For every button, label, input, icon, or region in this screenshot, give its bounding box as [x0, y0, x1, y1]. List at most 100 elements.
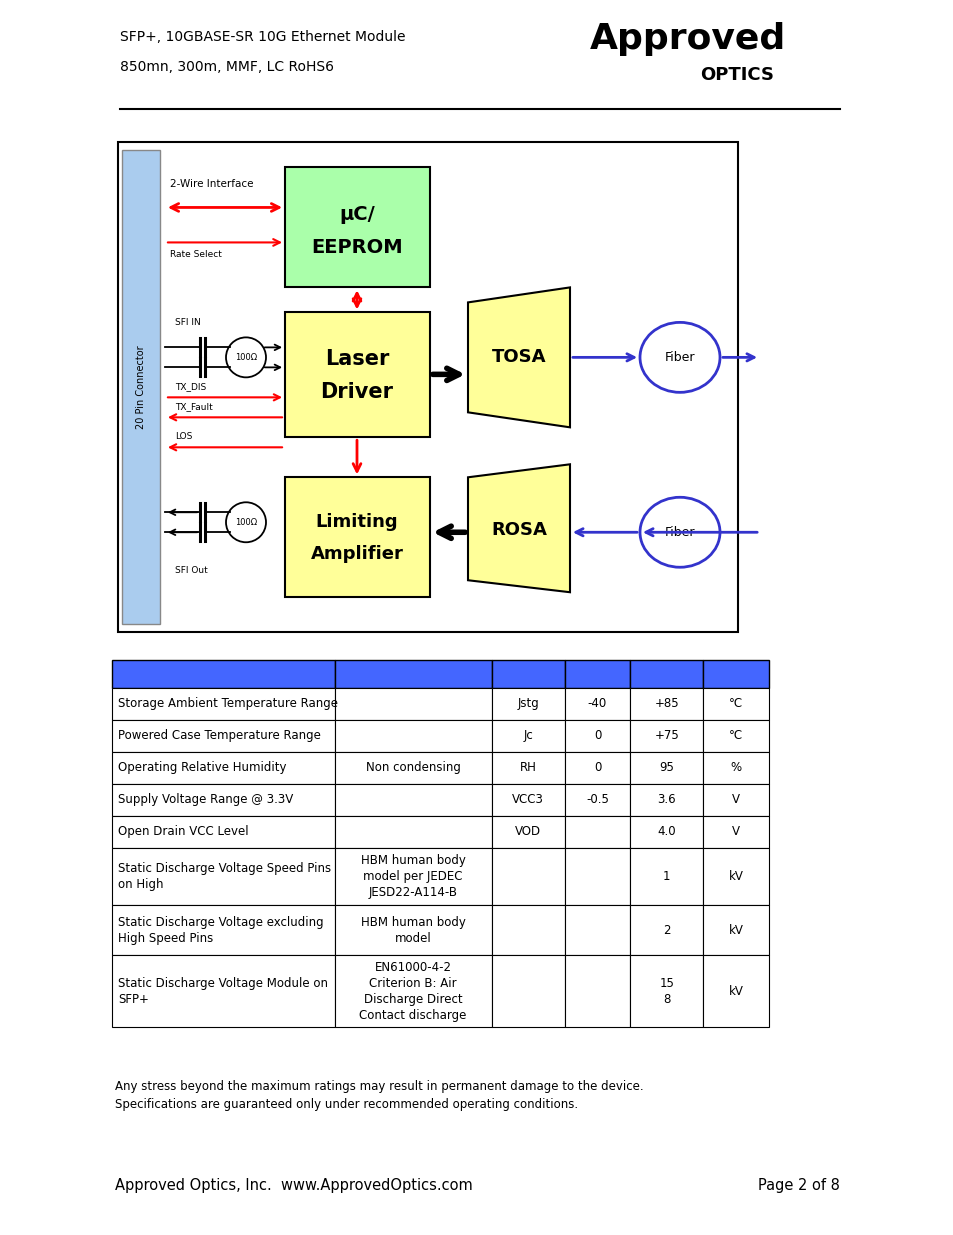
Text: Driver: Driver — [320, 383, 393, 403]
FancyBboxPatch shape — [112, 720, 335, 752]
FancyBboxPatch shape — [335, 783, 491, 815]
FancyBboxPatch shape — [564, 956, 630, 1028]
Text: Open Drain VCC Level: Open Drain VCC Level — [118, 825, 249, 839]
Text: Operating Relative Humidity: Operating Relative Humidity — [118, 761, 286, 774]
FancyBboxPatch shape — [491, 752, 564, 783]
Text: EEPROM: EEPROM — [311, 238, 402, 257]
FancyBboxPatch shape — [564, 688, 630, 720]
FancyBboxPatch shape — [335, 956, 491, 1028]
FancyBboxPatch shape — [630, 847, 702, 905]
FancyBboxPatch shape — [285, 312, 430, 437]
FancyBboxPatch shape — [335, 752, 491, 783]
FancyBboxPatch shape — [335, 720, 491, 752]
FancyBboxPatch shape — [702, 956, 768, 1028]
FancyBboxPatch shape — [112, 815, 335, 847]
FancyBboxPatch shape — [335, 688, 491, 720]
Text: Jstg: Jstg — [517, 697, 538, 710]
FancyBboxPatch shape — [491, 847, 564, 905]
Text: °C: °C — [728, 729, 742, 742]
Circle shape — [226, 503, 266, 542]
Text: Fiber: Fiber — [664, 351, 695, 364]
Text: 1: 1 — [662, 869, 670, 883]
Text: TX_DIS: TX_DIS — [174, 382, 206, 390]
Text: LOS: LOS — [174, 432, 193, 441]
FancyBboxPatch shape — [491, 783, 564, 815]
FancyBboxPatch shape — [630, 752, 702, 783]
Text: 15
8: 15 8 — [659, 977, 674, 1007]
Text: HBM human body
model per JEDEC
JESD22-A114-B: HBM human body model per JEDEC JESD22-A1… — [360, 853, 465, 899]
Text: OPTICS: OPTICS — [700, 67, 773, 84]
Text: SFI IN: SFI IN — [174, 317, 200, 327]
Text: Page 2 of 8: Page 2 of 8 — [758, 1178, 840, 1193]
Text: 3.6: 3.6 — [657, 793, 676, 806]
FancyBboxPatch shape — [630, 783, 702, 815]
Text: kV: kV — [728, 869, 742, 883]
Text: TX_Fault: TX_Fault — [174, 401, 213, 411]
Text: %: % — [730, 761, 740, 774]
Text: 0: 0 — [593, 729, 600, 742]
FancyBboxPatch shape — [702, 688, 768, 720]
Text: °C: °C — [728, 697, 742, 710]
FancyBboxPatch shape — [285, 477, 430, 598]
FancyBboxPatch shape — [702, 905, 768, 956]
Text: 100Ω: 100Ω — [234, 353, 256, 362]
FancyBboxPatch shape — [491, 720, 564, 752]
FancyBboxPatch shape — [564, 752, 630, 783]
Text: HBM human body
model: HBM human body model — [360, 916, 465, 945]
Text: VCC3: VCC3 — [512, 793, 543, 806]
Text: RH: RH — [519, 761, 536, 774]
FancyBboxPatch shape — [630, 815, 702, 847]
FancyBboxPatch shape — [702, 783, 768, 815]
Text: 100Ω: 100Ω — [234, 517, 256, 527]
Text: 2-Wire Interface: 2-Wire Interface — [170, 179, 253, 189]
FancyBboxPatch shape — [564, 720, 630, 752]
Text: 20 Pin Connector: 20 Pin Connector — [136, 346, 146, 429]
FancyBboxPatch shape — [112, 752, 335, 783]
FancyBboxPatch shape — [112, 905, 335, 956]
FancyBboxPatch shape — [564, 905, 630, 956]
Text: ROSA: ROSA — [491, 521, 546, 540]
Polygon shape — [468, 288, 569, 427]
Text: 2: 2 — [662, 924, 670, 937]
Text: +85: +85 — [654, 697, 679, 710]
Text: Static Discharge Voltage Module on
SFP+: Static Discharge Voltage Module on SFP+ — [118, 977, 328, 1007]
FancyBboxPatch shape — [630, 688, 702, 720]
FancyBboxPatch shape — [335, 905, 491, 956]
Text: Storage Ambient Temperature Range: Storage Ambient Temperature Range — [118, 697, 337, 710]
Text: Limiting: Limiting — [315, 514, 398, 531]
FancyBboxPatch shape — [335, 847, 491, 905]
Text: kV: kV — [728, 986, 742, 998]
FancyBboxPatch shape — [564, 847, 630, 905]
Text: Any stress beyond the maximum ratings may result in permanent damage to the devi: Any stress beyond the maximum ratings ma… — [115, 1081, 643, 1112]
FancyBboxPatch shape — [112, 688, 335, 720]
Ellipse shape — [639, 322, 720, 393]
FancyBboxPatch shape — [702, 847, 768, 905]
Text: 850mn, 300m, MMF, LC RoHS6: 850mn, 300m, MMF, LC RoHS6 — [120, 61, 334, 74]
FancyBboxPatch shape — [630, 720, 702, 752]
FancyBboxPatch shape — [630, 905, 702, 956]
Text: Fiber: Fiber — [664, 526, 695, 538]
FancyBboxPatch shape — [285, 168, 430, 288]
Circle shape — [226, 337, 266, 378]
FancyBboxPatch shape — [630, 659, 702, 688]
FancyBboxPatch shape — [112, 783, 335, 815]
FancyBboxPatch shape — [491, 956, 564, 1028]
Text: 4.0: 4.0 — [657, 825, 676, 839]
FancyBboxPatch shape — [335, 659, 491, 688]
Text: Approved: Approved — [589, 22, 785, 56]
Text: Static Discharge Voltage Speed Pins
on High: Static Discharge Voltage Speed Pins on H… — [118, 862, 331, 890]
Text: Rate Select: Rate Select — [170, 249, 222, 259]
FancyBboxPatch shape — [564, 783, 630, 815]
Text: 95: 95 — [659, 761, 674, 774]
Text: μC/: μC/ — [338, 205, 375, 224]
FancyBboxPatch shape — [702, 720, 768, 752]
Text: V: V — [731, 825, 740, 839]
Polygon shape — [468, 464, 569, 593]
Text: Powered Case Temperature Range: Powered Case Temperature Range — [118, 729, 320, 742]
FancyBboxPatch shape — [118, 142, 738, 632]
FancyBboxPatch shape — [564, 815, 630, 847]
Text: Jc: Jc — [522, 729, 533, 742]
Text: -40: -40 — [587, 697, 606, 710]
Text: Approved Optics, Inc.  www.ApprovedOptics.com: Approved Optics, Inc. www.ApprovedOptics… — [115, 1178, 473, 1193]
Text: Amplifier: Amplifier — [311, 545, 403, 563]
